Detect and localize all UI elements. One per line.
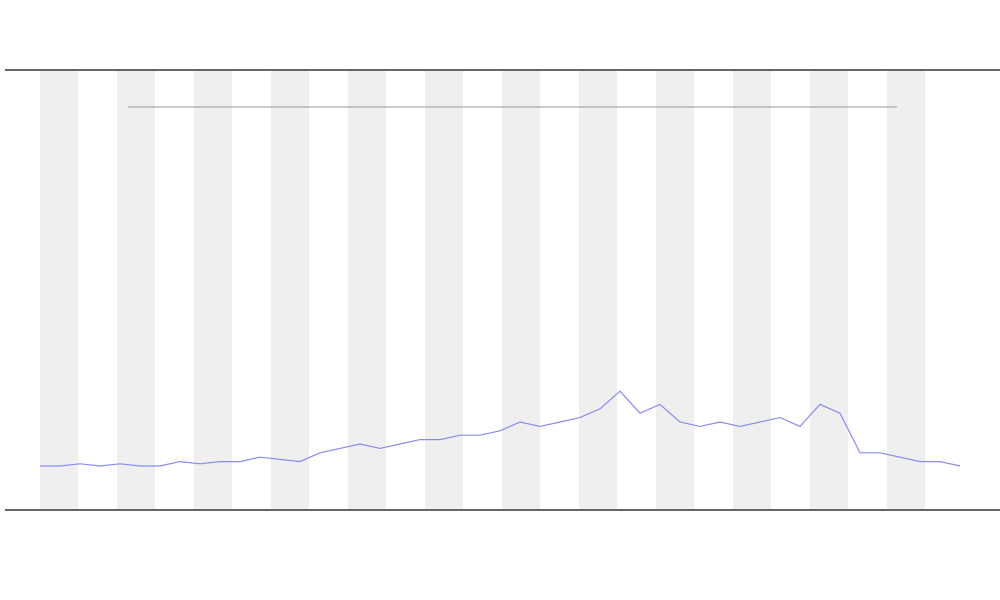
- band: [117, 71, 155, 509]
- series-line: [40, 390, 961, 467]
- band: [579, 71, 617, 509]
- band: [348, 71, 386, 509]
- band: [425, 71, 463, 509]
- band: [733, 71, 771, 509]
- band: [40, 71, 78, 509]
- band: [502, 71, 540, 509]
- band: [194, 71, 232, 509]
- band: [810, 71, 848, 509]
- shaded-bands: [40, 71, 925, 509]
- band: [656, 71, 694, 509]
- band: [887, 71, 925, 509]
- band: [271, 71, 309, 509]
